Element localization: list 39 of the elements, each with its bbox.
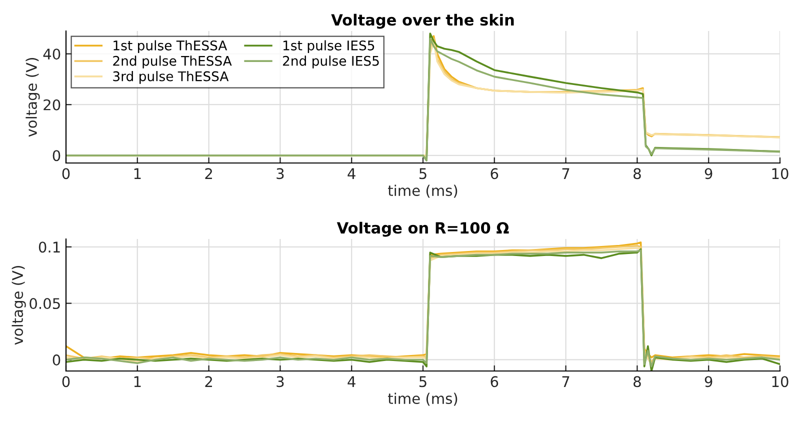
- x-tick-label: 8: [634, 376, 641, 388]
- y-axis-title: voltage (V): [26, 58, 40, 137]
- x-tick-label: 5: [419, 168, 426, 180]
- x-tick-label: 6: [490, 168, 498, 180]
- x-tick-label: 7: [562, 376, 570, 387]
- y-axis-title: voltage (V): [12, 266, 26, 345]
- x-tick-label: 6: [490, 376, 498, 388]
- x-tick-label: 1: [134, 376, 141, 387]
- x-tick-label: 4: [348, 168, 356, 179]
- chart-title: Voltage on R=100 Ω: [336, 222, 509, 237]
- x-tick-label: 2: [205, 376, 212, 387]
- legend-label: 3rd pulse ThESSA: [113, 71, 229, 84]
- x-tick-label: 2: [205, 168, 212, 179]
- y-tick-label: 20: [44, 99, 60, 110]
- y-tick-label: 0.1: [38, 242, 60, 253]
- x-axis-title: time (ms): [388, 184, 458, 198]
- x-tick-label: 8: [634, 168, 641, 180]
- x-tick-label: 4: [348, 376, 356, 387]
- y-tick-label: 0: [52, 354, 60, 366]
- x-tick-label: 5: [419, 376, 426, 388]
- x-tick-label: 9: [704, 168, 712, 180]
- x-tick-label: 7: [562, 168, 570, 179]
- y-tick-label: 0: [52, 150, 60, 162]
- x-tick-label: 10: [772, 376, 788, 388]
- x-tick-label: 10: [772, 168, 788, 180]
- x-axis-title: time (ms): [388, 392, 458, 406]
- x-tick-label: 0: [62, 376, 70, 388]
- legend-label: 2nd pulse ThESSA: [113, 56, 232, 68]
- x-tick-label: 1: [134, 168, 141, 179]
- x-tick-label: 9: [704, 376, 712, 388]
- y-tick-label: 0.05: [30, 298, 60, 310]
- x-tick-label: 3: [276, 168, 284, 180]
- chart-title: Voltage over the skin: [331, 14, 514, 29]
- x-tick-label: 3: [276, 376, 284, 388]
- legend-label: 2nd pulse IES5: [282, 56, 379, 68]
- legend-label: 1st pulse ThESSA: [114, 40, 228, 54]
- legend-label: 1st pulse IES5: [283, 40, 374, 54]
- y-tick-label: 40: [43, 48, 60, 60]
- x-tick-label: 0: [62, 168, 70, 180]
